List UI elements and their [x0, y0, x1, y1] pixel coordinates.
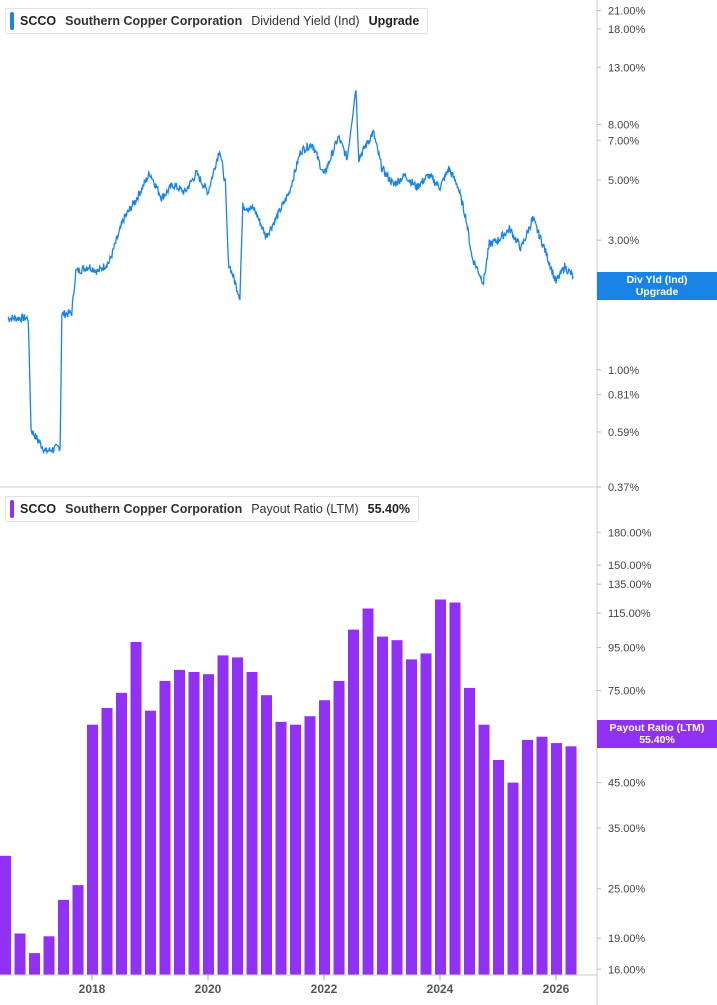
payout-bar [174, 669, 185, 975]
yield-tick-label: 3.00% [608, 235, 639, 247]
yield-current-tag: Div Yld (Ind) Upgrade [597, 272, 717, 300]
dividend-yield-line [7, 90, 574, 455]
payout-bar [203, 674, 214, 975]
payout-ratio-bars [0, 599, 577, 975]
yield-legend: SCCO Southern Copper Corporation Dividen… [5, 8, 429, 34]
payout-bar [101, 708, 113, 975]
payout-bar [145, 710, 156, 975]
yield-tick-label: 13.00% [608, 62, 646, 74]
payout-current-tag: Payout Ratio (LTM) 55.40% [597, 720, 717, 748]
payout-axis-ticks: 180.00% 150.00% 135.00% 115.00% 95.00% 75.00%… [597, 527, 652, 976]
yield-tag-value: Upgrade [635, 286, 679, 298]
payout-tick-label: 115.00% [608, 608, 651, 620]
yield-tick-label: 0.81% [608, 390, 639, 402]
yield-legend-ticker: SCCO [20, 14, 57, 28]
payout-legend: SCCO Southern Copper Corporation Payout … [5, 496, 420, 522]
payout-bar [551, 743, 562, 975]
payout-bar [507, 782, 519, 975]
payout-tick-label: 16.00% [608, 964, 646, 976]
dividend-yield-pane: 21.00% 18.00% 13.00% 8.00% 7.00% 5.00% 3.00% 1.… [7, 6, 646, 494]
payout-bar [43, 936, 55, 975]
payout-bar [188, 672, 200, 975]
x-tick-label: 2020 [195, 982, 222, 996]
x-tick-label: 2022 [311, 982, 338, 996]
yield-legend-metric: Dividend Yield (Ind) [251, 14, 360, 28]
payout-bar [522, 739, 533, 975]
payout-tick-label: 95.00% [608, 643, 646, 655]
payout-bar [0, 855, 11, 975]
yield-tick-label: 0.37% [608, 482, 639, 494]
payout-bar [449, 602, 461, 975]
payout-tag-value: 55.40% [639, 734, 675, 746]
payout-bar [565, 746, 577, 975]
payout-bar [87, 724, 98, 975]
payout-tick-label: 35.00% [608, 823, 646, 835]
yield-axis-ticks: 21.00% 18.00% 13.00% 8.00% 7.00% 5.00% 3.00% 1.… [597, 6, 646, 494]
payout-tag-label: Payout Ratio (LTM) [609, 722, 705, 734]
payout-tick-label: 180.00% [608, 527, 652, 539]
payout-bar [130, 642, 142, 975]
payout-bar [304, 716, 316, 975]
yield-tag-label: Div Yld (Ind) [626, 274, 688, 286]
payout-bar [29, 953, 40, 975]
payout-bar [391, 640, 403, 975]
payout-bar [261, 695, 272, 975]
payout-bar [420, 653, 432, 975]
payout-bar [333, 680, 345, 975]
payout-bar [58, 899, 69, 975]
yield-legend-value: Upgrade [368, 14, 420, 28]
payout-bar [377, 636, 388, 975]
payout-tick-label: 135.00% [608, 579, 652, 591]
x-tick-label: 2024 [427, 982, 454, 996]
payout-tick-label: 75.00% [608, 685, 646, 697]
payout-bar [217, 655, 229, 975]
yield-legend-swatch [10, 12, 14, 30]
payout-bar [275, 721, 287, 975]
payout-bar [232, 657, 243, 975]
payout-bar [464, 687, 475, 975]
payout-legend-value: 55.40% [367, 502, 411, 516]
payout-bar [14, 933, 26, 975]
payout-bar [246, 672, 258, 975]
x-tick-label: 2018 [79, 982, 106, 996]
payout-bar [72, 885, 84, 975]
payout-bar [319, 700, 330, 975]
yield-tick-label: 0.59% [608, 427, 639, 439]
payout-legend-swatch [10, 500, 14, 518]
payout-tick-label: 25.00% [608, 884, 646, 896]
payout-bar [348, 629, 359, 975]
payout-bar [406, 659, 417, 975]
x-axis-ticks: 2018 2020 2022 2024 2026 [0, 974, 597, 996]
yield-tick-label: 7.00% [608, 135, 639, 147]
payout-bar [435, 599, 446, 975]
payout-bar [290, 724, 301, 975]
yield-tick-label: 18.00% [608, 24, 646, 36]
yield-tick-label: 8.00% [608, 120, 639, 132]
yield-tick-label: 5.00% [608, 175, 639, 187]
payout-tick-label: 45.00% [608, 778, 646, 790]
payout-bar [362, 608, 374, 975]
payout-legend-metric: Payout Ratio (LTM) [251, 502, 359, 516]
yield-tick-label: 21.00% [608, 6, 646, 18]
payout-bar [159, 680, 171, 975]
payout-bar [116, 692, 127, 975]
payout-bar [478, 724, 490, 975]
payout-tick-label: 150.00% [608, 560, 652, 572]
payout-bar [536, 736, 548, 975]
payout-bar [493, 760, 504, 975]
payout-legend-ticker: SCCO [20, 502, 57, 516]
payout-ratio-pane: 180.00% 150.00% 135.00% 115.00% 95.00% 75.00%… [0, 527, 652, 996]
yield-tick-label: 1.00% [608, 365, 639, 377]
x-tick-label: 2026 [543, 982, 570, 996]
payout-legend-company: Southern Copper Corporation [65, 502, 243, 516]
yield-legend-company: Southern Copper Corporation [65, 14, 243, 28]
payout-tick-label: 19.00% [608, 933, 646, 945]
